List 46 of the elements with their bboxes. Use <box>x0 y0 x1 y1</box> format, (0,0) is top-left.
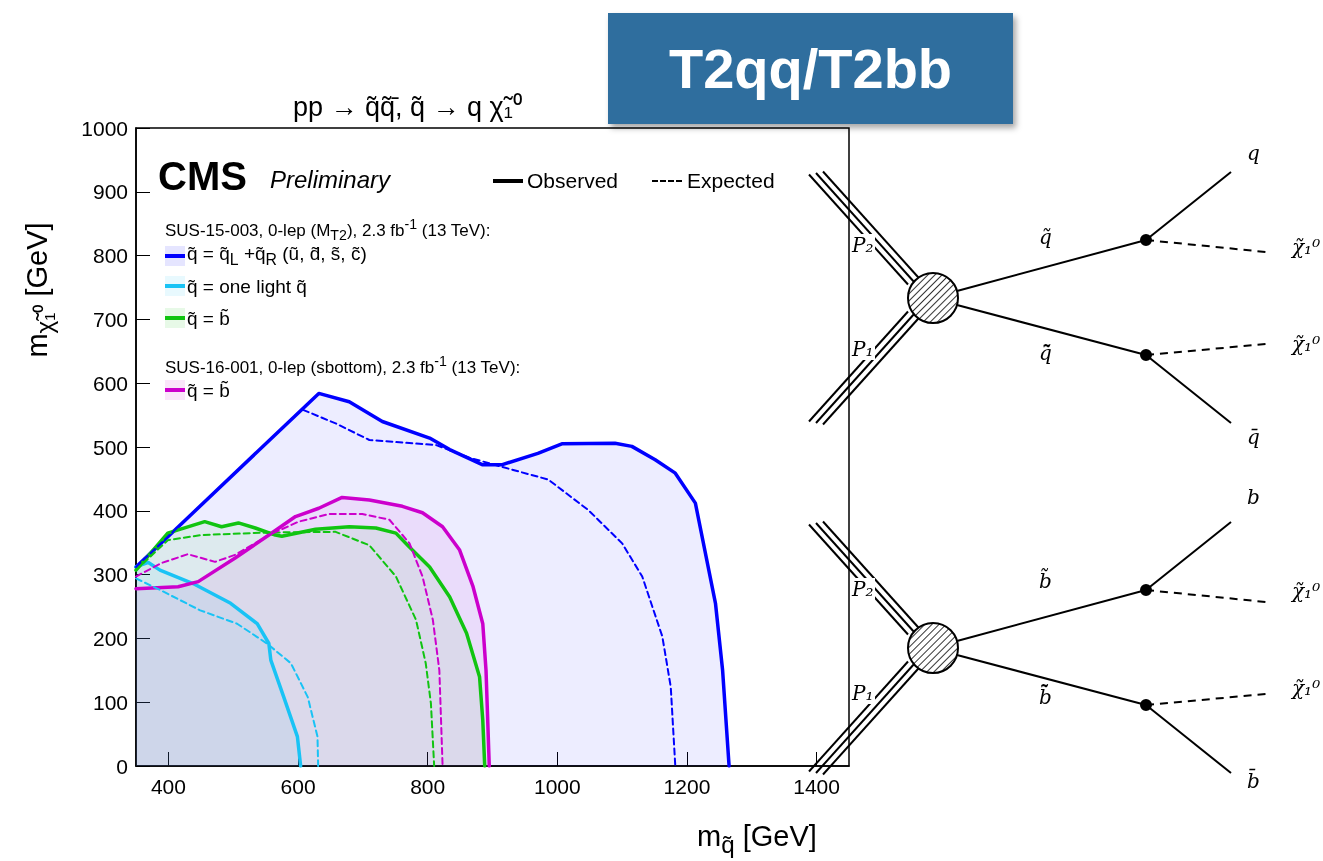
y-tick-label: 800 <box>92 244 128 268</box>
y-tick-label: 500 <box>92 435 128 459</box>
x-tick-label: 1000 <box>533 775 581 798</box>
x-tick-label: 1200 <box>663 775 711 798</box>
chart-title: pp → q̃q̃̄, q̃ → q χ̃₁⁰ <box>293 91 522 122</box>
y-tick-label: 200 <box>92 626 128 650</box>
text: b̃ <box>1037 569 1054 593</box>
text: q̄ <box>1245 425 1262 449</box>
x-axis-title: m$_{q̃}$ [GeV] <box>697 820 817 858</box>
legend-label: q̃ = b̃ <box>187 379 230 401</box>
text: χ̃₁⁰ <box>1290 332 1323 356</box>
y-tick-label: 600 <box>92 371 128 395</box>
text: q̃ <box>1037 225 1054 249</box>
text: b <box>1245 485 1262 509</box>
annotation: Preliminary <box>270 166 391 193</box>
text: b̃̄ <box>1037 685 1054 709</box>
y-tick-label: 900 <box>92 180 128 204</box>
x-tick-label: 400 <box>150 775 186 798</box>
legend-label: q̃ = q̃$_{L}$ +q̃$_{R}$ (ũ, d̃, s̃, c̃) <box>187 243 367 268</box>
legend-label: q̃ = b̃ <box>187 307 230 329</box>
annotation: CMS <box>158 154 247 198</box>
x-tick-label: 800 <box>410 775 446 798</box>
legend-label: q̃ = one light q̃ <box>187 275 307 297</box>
y-tick-label: 700 <box>92 307 128 331</box>
x-tick-label: 600 <box>280 775 316 798</box>
annotation: Expected <box>687 169 775 192</box>
text: b̄ <box>1245 769 1262 793</box>
annotation: SUS-16-001, 0-lep (sbottom), 2.3 fb$^{-1}$ (13 TeV): <box>165 353 521 377</box>
annotation: SUS-15-003, 0-lep (M$_{T2}$), 2.3 fb$^{-1}$ (13 TeV): <box>165 216 491 244</box>
x-tick-label: 1400 <box>793 775 840 798</box>
text: χ̃₁⁰ <box>1290 235 1323 259</box>
text: χ̃₁⁰ <box>1290 676 1323 700</box>
chart-subtitle: T2qq/T2bb <box>608 13 1013 124</box>
text: χ̃₁⁰ <box>1290 579 1323 603</box>
text: q̃̄ <box>1037 341 1054 365</box>
y-tick-label: 0 <box>116 754 128 778</box>
y-tick-label: 1000 <box>81 116 128 140</box>
y-tick-label: 100 <box>92 690 128 714</box>
text: P₂ <box>850 577 876 601</box>
text: q <box>1245 141 1262 165</box>
text: P₁ <box>850 337 876 361</box>
annotation: Observed <box>527 169 619 192</box>
y-tick-label: 300 <box>92 563 128 587</box>
text: P₂ <box>850 233 876 257</box>
text: P₁ <box>850 681 876 705</box>
y-tick-label: 400 <box>92 499 128 523</box>
